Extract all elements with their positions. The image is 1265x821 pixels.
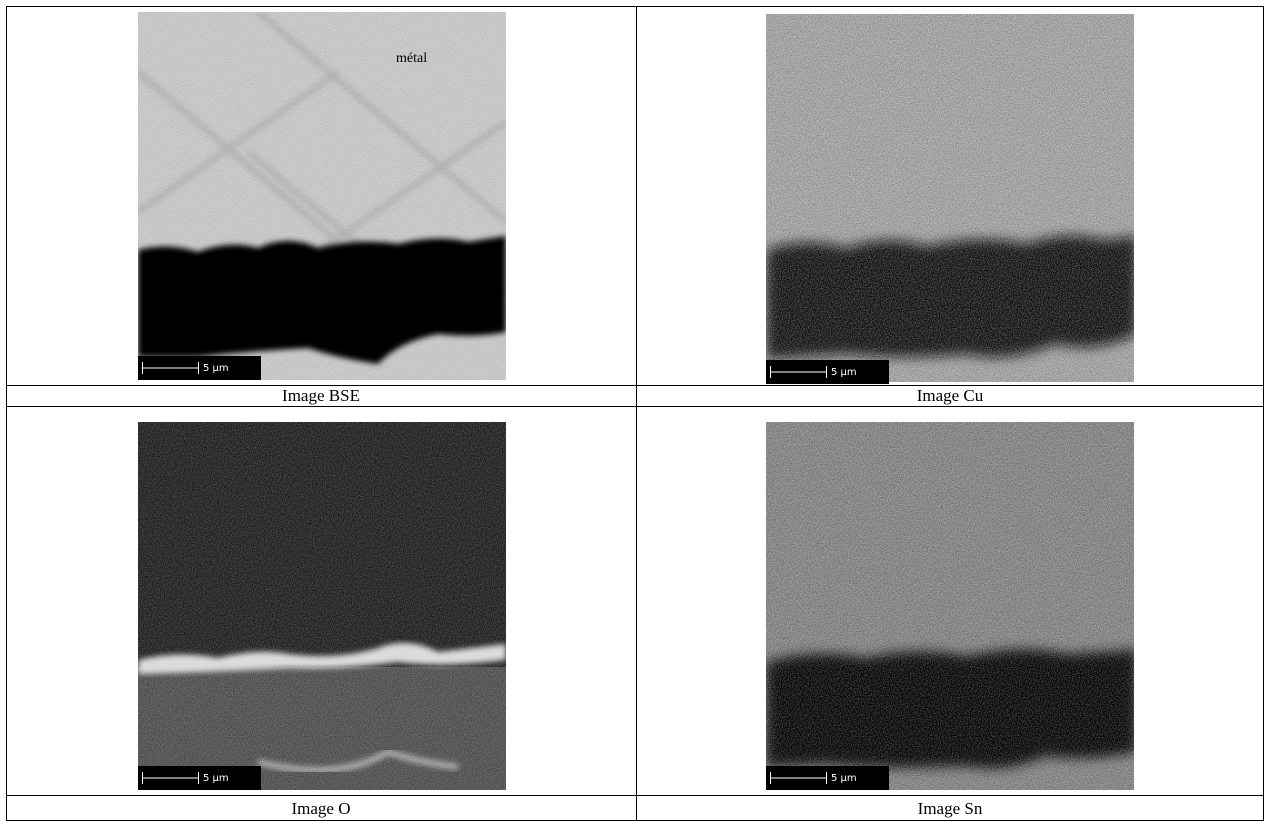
cu-image (766, 14, 1137, 384)
scale-label: 5 µm (203, 363, 229, 374)
figure-table: métal 5 µm 5 µm 5 µm (0, 0, 1265, 821)
bse-image: métal (138, 12, 506, 380)
scale-bar: 5 µm (138, 356, 261, 380)
caption: Image O (291, 799, 350, 818)
scale-label: 5 µm (831, 773, 857, 784)
caption: Image Sn (918, 799, 983, 818)
scale-label: 5 µm (203, 773, 229, 784)
sn-image (766, 422, 1137, 790)
scale-bar: 5 µm (766, 360, 889, 384)
o-image (138, 422, 506, 790)
scale-bar: 5 µm (138, 766, 261, 790)
annotation: métal (396, 51, 427, 66)
scale-label: 5 µm (831, 367, 857, 378)
caption: Image Cu (917, 386, 984, 405)
page: {"panels": [ {"caption": "Image BSE", "s… (0, 0, 1265, 821)
scale-bar: 5 µm (766, 766, 889, 790)
caption: Image BSE (282, 386, 360, 405)
